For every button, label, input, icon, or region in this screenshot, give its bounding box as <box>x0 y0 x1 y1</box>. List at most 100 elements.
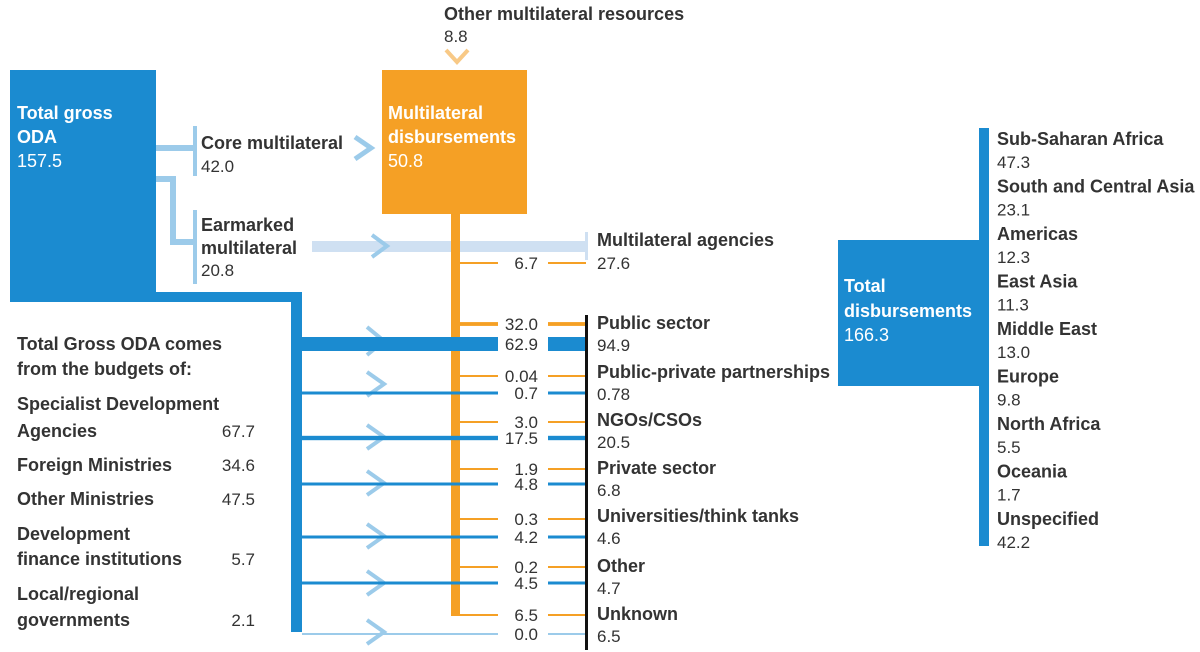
region-label-middle-east: Middle East <box>997 319 1097 339</box>
bilateral-value-private-sector: 4.8 <box>514 475 538 494</box>
channel-label-public-private-partnerships: Public-private partnerships <box>597 362 830 382</box>
multilateral-flow-end-other <box>548 566 586 568</box>
core-multilateral-value: 42.0 <box>201 157 234 176</box>
core-multilateral-flow <box>156 145 196 151</box>
budget-item-specialist-label-line1: Specialist Development <box>17 394 219 414</box>
earmarked-flow-down <box>170 176 176 244</box>
core-multilateral-bracket <box>193 126 197 176</box>
multilateral-value-universities-think-tanks: 0.3 <box>514 510 538 529</box>
budget-item-foreign-ministries-label: Foreign Ministries <box>17 455 172 475</box>
earmarked-multilateral-label-line1: Earmarked <box>201 215 294 235</box>
multilateral-disbursements-title-line1: Multilateral <box>388 103 483 123</box>
region-value-sub-saharan-africa: 47.3 <box>997 153 1030 172</box>
multilateral-flow-public-private-partnerships <box>460 375 498 377</box>
regions-bar <box>979 128 989 546</box>
budget-item-specialist-label-line2: Agencies <box>17 421 97 441</box>
multilateral-flow-end-public-sector <box>548 322 586 326</box>
bilateral-flow-public-sector <box>302 337 498 351</box>
total-gross-oda-title-line1: Total gross <box>17 103 113 123</box>
region-value-unspecified: 42.2 <box>997 533 1030 552</box>
channel-total-other: 4.7 <box>597 579 621 598</box>
bilateral-value-unknown: 0.0 <box>514 625 538 644</box>
multilateral-value-public-sector: 32.0 <box>505 315 538 334</box>
region-value-north-africa: 5.5 <box>997 438 1021 457</box>
bilateral-flow-end-public-private-partnerships <box>548 391 586 395</box>
bilateral-value-public-private-partnerships: 0.7 <box>514 384 538 403</box>
other-multilateral-resources-label: Other multilateral resources <box>444 4 684 24</box>
channel-label-public-sector: Public sector <box>597 313 710 333</box>
budgets-heading-line1: Total Gross ODA comes <box>17 334 222 354</box>
multilateral-value-ngos-csos: 3.0 <box>514 413 538 432</box>
channel-label-private-sector: Private sector <box>597 458 716 478</box>
region-label-europe: Europe <box>997 367 1059 387</box>
down-chevron-icon <box>444 48 470 65</box>
region-value-south-and-central-asia: 23.1 <box>997 201 1030 220</box>
core-to-multilateral-arrow-icon <box>353 134 376 162</box>
total-gross-oda-box <box>10 70 156 302</box>
bilateral-flow-ngos-csos <box>302 435 498 441</box>
earmarked-multilateral-label-line2: multilateral <box>201 238 297 258</box>
total-gross-oda-title-line2: ODA <box>17 127 57 147</box>
budget-item-specialist-value: 67.7 <box>222 422 255 441</box>
bilateral-flow-end-ngos-csos <box>548 435 586 441</box>
total-disbursements-title-line2: disbursements <box>844 301 972 321</box>
other-multilateral-resources-value: 8.8 <box>444 27 468 46</box>
bilateral-flow-end-unknown <box>548 633 586 635</box>
multilateral-flow-unknown <box>460 614 498 616</box>
budget-item-other-ministries-label: Other Ministries <box>17 489 154 509</box>
unknown-arrow-icon <box>365 618 388 646</box>
bilateral-flow-end-other <box>548 581 586 585</box>
multilateral-disbursements-value: 50.8 <box>388 151 423 171</box>
multilateral-flow-end-universities-think-tanks <box>548 518 586 520</box>
multilateral-value-private-sector: 1.9 <box>514 460 538 479</box>
channel-separator-line <box>585 315 588 650</box>
region-label-oceania: Oceania <box>997 462 1068 482</box>
region-list: Sub-Saharan Africa 47.3 South and Central … <box>997 129 1195 552</box>
earmarked-flow-in <box>170 239 197 245</box>
budget-item-dfi-label-line1: Development <box>17 524 130 544</box>
earmarked-arrow-icon <box>370 233 391 259</box>
earmarked-bracket <box>193 210 197 284</box>
bilateral-flow-unknown <box>302 633 498 635</box>
total-disbursements-box <box>838 240 979 386</box>
bilateral-value-universities-think-tanks: 4.2 <box>514 528 538 547</box>
region-value-middle-east: 13.0 <box>997 343 1030 362</box>
earmarked-multilateral-value: 20.8 <box>201 261 234 280</box>
region-value-east-asia: 11.3 <box>997 296 1029 315</box>
channel-total-universities-think-tanks: 4.6 <box>597 529 621 548</box>
bilateral-flow-private-sector <box>302 482 498 486</box>
multilateral-flow-end-private-sector <box>548 468 586 470</box>
bilateral-flow-end-public-sector <box>548 337 586 351</box>
bilateral-flow-end-universities-think-tanks <box>548 535 586 539</box>
channel-total-public-private-partnerships: 0.78 <box>597 385 630 404</box>
multilateral-value-unknown: 6.5 <box>514 606 538 625</box>
channel-total-multilateral-agencies: 27.6 <box>597 254 630 273</box>
multilateral-disbursements-box <box>382 70 527 214</box>
channel-label-universities-think-tanks: Universities/think tanks <box>597 506 799 526</box>
earmarked-flow-out <box>156 176 176 182</box>
multilateral-flow-end-public-private-partnerships <box>548 375 586 377</box>
multilateral-flow-ngos-csos <box>460 421 498 423</box>
multilateral-value-public-private-partnerships: 0.04 <box>505 367 538 386</box>
region-label-east-asia: East Asia <box>997 272 1078 292</box>
total-disbursements-value: 166.3 <box>844 325 889 345</box>
channel-label-multilateral-agencies: Multilateral agencies <box>597 230 774 250</box>
channel-total-public-sector: 94.9 <box>597 336 630 355</box>
multilateral-value-other: 0.2 <box>514 558 538 577</box>
budget-item-dfi-label-line2: finance institutions <box>17 549 182 569</box>
earmarked-to-agencies-flow <box>312 241 587 252</box>
budget-item-other-ministries-value: 47.5 <box>222 490 255 509</box>
region-value-oceania: 1.7 <box>997 486 1021 505</box>
bilateral-value-public-sector: 62.9 <box>505 335 538 354</box>
channel-label-unknown: Unknown <box>597 604 678 624</box>
multilateral-flow-other <box>460 566 498 568</box>
agencies-bracket <box>585 232 588 260</box>
budget-item-dfi-value: 5.7 <box>231 550 255 569</box>
region-label-unspecified: Unspecified <box>997 509 1099 529</box>
budget-item-local-label-line2: governments <box>17 610 130 630</box>
region-value-americas: 12.3 <box>997 248 1030 267</box>
multilateral-disbursements-title-line2: disbursements <box>388 127 516 147</box>
bilateral-trunk <box>291 292 302 632</box>
budget-item-local-value: 2.1 <box>231 611 255 630</box>
